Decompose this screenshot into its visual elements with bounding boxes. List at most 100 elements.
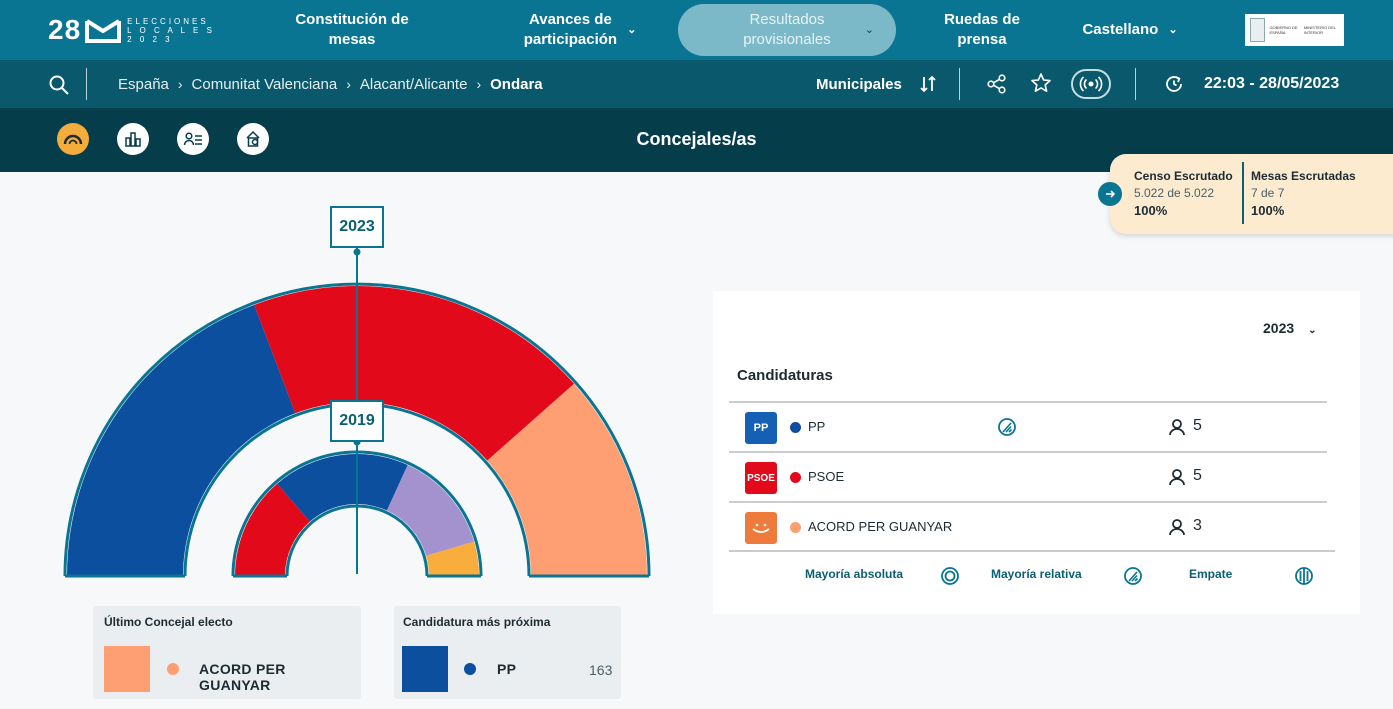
next-candidate-votes: 163: [589, 662, 613, 678]
coat-of-arms-icon: [1250, 18, 1266, 42]
year-tag-2023: 2023: [330, 206, 384, 248]
party-name: PP: [808, 419, 826, 434]
relative-majority-icon: [998, 418, 1016, 436]
logo-wordmark: ELECCIONES L O C A L E S 2 0 2 3: [127, 16, 215, 44]
election-type-label[interactable]: Municipales: [816, 76, 902, 93]
divider: [86, 68, 87, 100]
arrow-right-icon: [1106, 190, 1116, 198]
party-color-dot: [167, 663, 179, 675]
next-candidate-card: Candidatura más próxima PP 163: [394, 606, 621, 699]
pointer-dot-0: [353, 248, 361, 256]
divider: [729, 550, 1335, 552]
person-icon: [1169, 519, 1185, 536]
seat-count: 5: [1193, 417, 1202, 434]
year-tag-2019: 2019: [330, 400, 384, 442]
candidates-view-button[interactable]: [177, 123, 209, 155]
bar-chart-icon: [125, 132, 141, 147]
party-color-swatch: [104, 646, 150, 692]
breadcrumb-bar: España › Comunitat Valenciana › Alacant/…: [0, 60, 1393, 108]
scrutiny-card: Censo Escrutado 5.022 de 5.022 100% Mesa…: [1110, 154, 1393, 234]
chevron-down-icon: ⌄: [1308, 325, 1317, 336]
legend-tie: Empate: [1189, 567, 1233, 581]
psoe-logo-icon: PSOE: [745, 462, 777, 494]
nav-resultados-provisionales[interactable]: Resultados provisionales ⌄: [678, 4, 896, 56]
acord-per-guanyar-logo-icon: [745, 512, 777, 544]
ministry-logo: GOBIERNO DE ESPAÑA MINISTERIO DEL INTERI…: [1245, 14, 1344, 46]
inner-2019-segment-3[interactable]: [426, 541, 479, 576]
search-icon[interactable]: [48, 74, 70, 96]
chevron-down-icon: ⌄: [864, 24, 874, 36]
last-update-datetime: 22:03 - 28/05/2023: [1204, 75, 1340, 92]
party-color-dot: [790, 422, 801, 433]
tie-icon: [1295, 567, 1313, 585]
breadcrumb-provincia[interactable]: Alacant/Alicante: [359, 75, 468, 93]
inner-2019-segment-1[interactable]: [277, 454, 408, 522]
page-title: Concejales/as: [636, 129, 757, 149]
year-selector[interactable]: 2023 ⌄: [1263, 320, 1317, 336]
candidacies-title: Candidaturas: [737, 367, 833, 384]
inner-2019-segment-2[interactable]: [386, 465, 475, 556]
divider: [1242, 162, 1244, 224]
language-selector[interactable]: Castellano ⌄: [1082, 21, 1178, 38]
tables-scrutinized: Mesas Escrutadas 7 de 7 100%: [1251, 169, 1356, 218]
next-candidate-party: PP: [497, 661, 517, 677]
candidacy-row[interactable]: PP PP 5: [729, 401, 1327, 451]
nav-ruedas-prensa[interactable]: Ruedas de prensa: [944, 11, 1020, 48]
party-color-dot: [790, 472, 801, 483]
party-color-swatch: [402, 646, 448, 692]
top-navigation: 28 ELECCIONES L O C A L E S 2 0 2 3 Cons…: [0, 0, 1393, 60]
seat-count: 3: [1193, 517, 1202, 534]
hemicycle-icon: [63, 134, 83, 145]
legend-relative-majority: Mayoría relativa: [991, 567, 1082, 581]
nav-avances-participacion[interactable]: Avances de participación ⌄: [523, 11, 637, 48]
person-icon: [1169, 469, 1185, 486]
chevron-right-icon: ›: [476, 76, 482, 92]
outer-2023-segment-1[interactable]: [254, 286, 575, 461]
party-color-dot: [790, 522, 801, 533]
candidate-list-icon: [183, 132, 202, 146]
bar-chart-view-button[interactable]: [117, 123, 149, 155]
chevron-down-icon: ⌄: [1168, 24, 1178, 36]
person-icon: [1169, 419, 1185, 436]
hemicycle-chart: [63, 248, 651, 578]
breadcrumb-espana[interactable]: España: [118, 75, 169, 93]
party-name: ACORD PER GUANYAR: [808, 519, 953, 534]
town-hall-view-button[interactable]: [237, 123, 269, 155]
smile-icon: [752, 523, 770, 533]
swap-vertical-icon[interactable]: [918, 74, 938, 94]
chevron-down-icon: ⌄: [627, 24, 637, 36]
census-scrutinized: Censo Escrutado 5.022 de 5.022 100%: [1134, 169, 1233, 218]
pp-logo-icon: PP: [745, 412, 777, 444]
seat-count: 5: [1193, 467, 1202, 484]
logo-number: 28: [48, 14, 82, 45]
inner-2019-segment-0[interactable]: [235, 483, 310, 576]
last-elected-card: Último Concejal electo ACORD PER GUANYAR: [93, 606, 361, 699]
hemicycle-view-button[interactable]: [57, 123, 89, 155]
section-bar: Concejales/as: [0, 108, 1393, 172]
star-icon[interactable]: [1030, 72, 1052, 94]
chevron-right-icon: ›: [346, 76, 351, 92]
elections-logo[interactable]: 28 ELECCIONES L O C A L E S 2 0 2 3: [48, 14, 215, 46]
chevron-right-icon: ›: [177, 76, 183, 92]
share-icon[interactable]: [986, 73, 1008, 95]
nav-constitucion-mesas[interactable]: Constitución de mesas: [295, 11, 409, 48]
refresh-clock-icon[interactable]: [1163, 73, 1185, 95]
legend-absolute-majority: Mayoría absoluta: [805, 567, 904, 581]
divider: [959, 68, 960, 100]
party-color-dot: [464, 663, 476, 675]
breadcrumb: España › Comunitat Valenciana › Alacant/…: [118, 60, 543, 108]
party-name: PSOE: [808, 469, 845, 484]
candidacy-row[interactable]: PSOE PSOE 5: [729, 451, 1327, 501]
outer-2023-segment-2[interactable]: [487, 383, 647, 576]
live-broadcast-icon[interactable]: [1071, 69, 1111, 99]
relative-majority-icon: [1124, 567, 1142, 585]
collapse-scrutiny-button[interactable]: [1098, 182, 1122, 206]
candidacy-row[interactable]: ACORD PER GUANYAR 3: [729, 501, 1327, 551]
outer-2023-segment-0[interactable]: [67, 304, 296, 576]
breadcrumb-comunitat[interactable]: Comunitat Valenciana: [191, 75, 338, 93]
breadcrumb-current: Ondara: [490, 75, 543, 93]
divider: [1135, 68, 1136, 100]
last-elected-party: ACORD PER GUANYAR: [199, 661, 286, 693]
results-panel: 2023 ⌄ Candidaturas PP PP 5 PSOE PSOE 5: [713, 291, 1360, 614]
town-hall-icon: [246, 130, 260, 147]
